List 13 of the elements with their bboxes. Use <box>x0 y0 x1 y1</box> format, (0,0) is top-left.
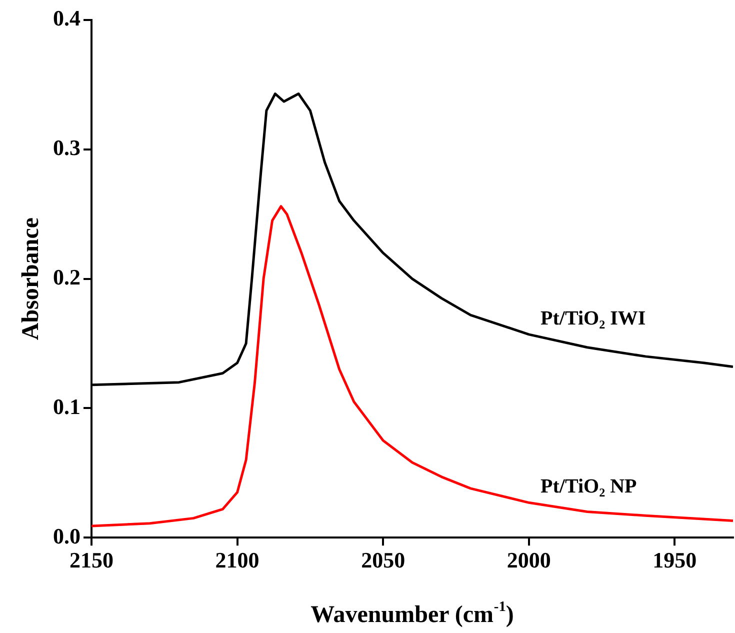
y-tick-label: 0.0 <box>53 523 80 548</box>
series-label: Pt/TiO₂ IWI <box>540 307 646 330</box>
y-axis-title: Absorbance <box>18 217 44 340</box>
x-tick-label: 2000 <box>506 547 551 572</box>
series-label: Pt/TiO₂ NP <box>540 476 637 498</box>
y-tick-label: 0.1 <box>53 394 80 419</box>
y-tick-label: 0.3 <box>53 135 80 160</box>
x-tick-label: 2150 <box>70 547 114 572</box>
x-tick-label: 1950 <box>652 547 697 572</box>
x-tick-label: 2100 <box>215 547 260 572</box>
y-tick-label: 0.4 <box>53 6 80 31</box>
y-tick-label: 0.2 <box>53 264 80 290</box>
x-tick-label: 2050 <box>361 547 406 572</box>
